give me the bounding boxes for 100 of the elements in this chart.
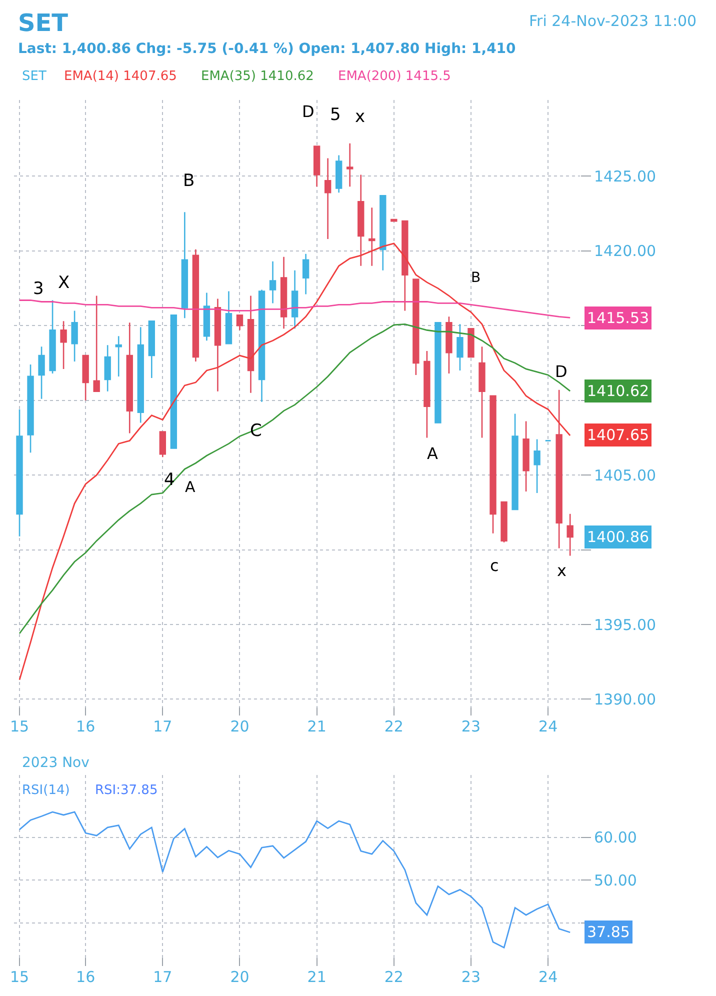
candlestick — [126, 322, 133, 434]
candlestick — [358, 174, 364, 267]
line-series — [18, 811, 571, 948]
candlestick — [225, 290, 232, 344]
data-label: 1407.65 — [587, 426, 650, 444]
candlestick — [412, 278, 420, 376]
candlestick — [446, 316, 452, 374]
candlestick — [291, 270, 298, 330]
line-series — [18, 242, 571, 680]
candlestick — [247, 295, 254, 394]
x-tick-label: 21 — [307, 718, 326, 736]
candlestick — [214, 298, 222, 392]
annotation: x — [355, 107, 366, 127]
annotation: x — [557, 561, 566, 580]
text: 1400.86 — [587, 528, 650, 546]
candlestick — [434, 322, 442, 424]
candlestick — [556, 389, 562, 549]
candlestick — [192, 248, 200, 362]
y-tick-label: 50.00 — [594, 871, 637, 890]
x-tick-label: 16 — [76, 968, 96, 986]
text: EMA(200) 1415.5 — [338, 69, 451, 84]
x-tick-label: 21 — [307, 968, 326, 986]
text: EMA(35) 1410.62 — [201, 69, 314, 84]
chart-title: SET — [18, 9, 69, 37]
x-tick-label: 20 — [230, 718, 250, 736]
text: SET — [22, 69, 46, 84]
y-tick-label: 1395.00 — [594, 616, 656, 634]
y-tick-label: 1425.00 — [594, 167, 656, 186]
candlestick — [27, 364, 34, 454]
candlestick — [60, 320, 67, 370]
annotation: 5 — [330, 105, 341, 125]
y-tick-label: 60.00 — [594, 828, 637, 847]
annotation: 4 — [164, 470, 175, 490]
x-tick-label: 23 — [461, 968, 481, 986]
candlestick — [566, 513, 574, 556]
data-label: 37.85 — [587, 923, 630, 941]
x-tick-label: 24 — [538, 718, 558, 736]
annotation: c — [490, 556, 499, 575]
y-tick-label: 1390.00 — [594, 690, 656, 708]
chart-subtitle: Last: 1,400.86 Chg: -5.75 (-0.41 %) Open: 1,407.80 High: 1,410 — [18, 41, 516, 57]
candlestick — [313, 146, 320, 188]
x-tick-label: 22 — [384, 968, 404, 986]
candlestick — [170, 314, 178, 449]
annotation: B — [183, 171, 195, 191]
candlestick — [368, 206, 376, 267]
annotation: D — [555, 362, 568, 381]
candlestick — [258, 289, 266, 403]
x-tick-label: 15 — [10, 968, 30, 986]
candlestick — [380, 194, 386, 271]
candlestick — [490, 395, 496, 534]
candlestick — [522, 420, 530, 492]
candlestick — [280, 256, 288, 330]
candlestick — [478, 346, 486, 438]
annotation: A — [427, 444, 438, 463]
candlestick — [468, 328, 474, 358]
x-tick-label: 20 — [230, 968, 250, 986]
annotation: B — [471, 270, 481, 286]
line-series — [18, 323, 571, 634]
candlestick — [159, 431, 166, 458]
annotation: X — [58, 273, 70, 293]
candlestick — [181, 211, 188, 319]
candlestick — [203, 292, 210, 342]
y-tick-label: 1420.00 — [594, 242, 656, 260]
candlestick — [336, 154, 342, 194]
candlestick — [424, 350, 430, 438]
candlestick — [534, 438, 540, 494]
annotation: D — [302, 102, 314, 121]
data-label: 1410.62 — [587, 382, 650, 400]
x-tick-label: 17 — [153, 718, 172, 736]
candlestick — [512, 413, 518, 510]
candlestick — [402, 220, 408, 312]
candlestick — [346, 142, 354, 188]
candlestick — [324, 158, 332, 240]
candlestick — [71, 310, 78, 362]
x-axis-title: 2023 Nov — [22, 755, 90, 771]
x-tick-label: 23 — [461, 718, 481, 736]
candlestick — [456, 324, 464, 372]
annotation: 3 — [33, 279, 44, 299]
candlestick — [104, 344, 111, 392]
text: Fri 24-Nov-2023 11:00 — [529, 12, 697, 30]
candlestick — [38, 346, 45, 400]
x-tick-label: 22 — [384, 718, 404, 736]
y-tick-label: 1405.00 — [594, 466, 656, 484]
candlestick — [137, 326, 144, 424]
candlestick — [148, 320, 155, 379]
candlestick — [269, 260, 276, 304]
line-series — [18, 300, 571, 318]
candlestick — [82, 354, 89, 402]
candlestick — [93, 295, 100, 392]
candlestick — [302, 253, 310, 295]
candlestick — [236, 314, 244, 331]
candlestick — [500, 501, 508, 543]
annotation: RSI:37.85 — [95, 783, 158, 798]
candlestick — [115, 335, 122, 378]
x-tick-label: 15 — [10, 718, 30, 736]
x-tick-label: 17 — [153, 968, 172, 986]
x-tick-label: 24 — [538, 968, 558, 986]
annotation: A — [185, 478, 196, 496]
data-label: 1415.53 — [587, 309, 650, 327]
candlestick — [16, 408, 23, 537]
